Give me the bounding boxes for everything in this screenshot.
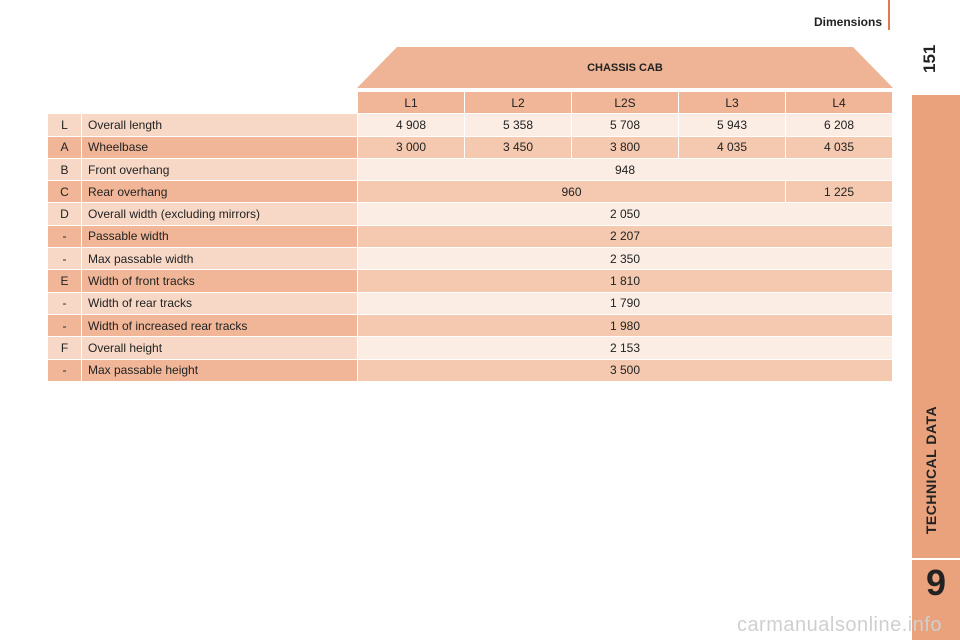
row-label: Max passable height bbox=[82, 359, 357, 381]
table-row: - Max passable height 3 500 bbox=[48, 359, 892, 381]
table-row: D Overall width (excluding mirrors) 2 050 bbox=[48, 203, 892, 225]
row-value: 2 350 bbox=[358, 248, 892, 270]
row-value: 3 450 bbox=[465, 136, 571, 158]
table-row: E Width of front tracks 1 810 bbox=[48, 270, 892, 292]
row-value: 960 bbox=[358, 181, 785, 203]
row-code: B bbox=[48, 158, 81, 181]
row-code: D bbox=[48, 203, 81, 225]
table-row: L Overall length 4 908 5 358 5 708 5 943 6 208 bbox=[48, 114, 892, 136]
row-label: Passable width bbox=[82, 225, 357, 248]
row-value: 948 bbox=[358, 158, 892, 181]
row-code: - bbox=[48, 314, 81, 337]
row-code: L bbox=[48, 114, 81, 136]
table-row: - Max passable width 2 350 bbox=[48, 248, 892, 270]
page-number: 151 bbox=[920, 44, 939, 73]
row-label: Rear overhang bbox=[82, 181, 357, 203]
row-value: 4 035 bbox=[679, 136, 785, 158]
side-tab bbox=[912, 95, 960, 640]
tab-divider bbox=[912, 558, 960, 560]
table-row: - Width of increased rear tracks 1 980 bbox=[48, 314, 892, 337]
row-value: 5 708 bbox=[572, 114, 678, 136]
row-code: - bbox=[48, 292, 81, 314]
column-header: L2 bbox=[465, 92, 571, 114]
table-row: - Passable width 2 207 bbox=[48, 225, 892, 248]
row-code: E bbox=[48, 270, 81, 292]
table-row: - Width of rear tracks 1 790 bbox=[48, 292, 892, 314]
row-label: Width of front tracks bbox=[82, 270, 357, 292]
row-label: Overall height bbox=[82, 337, 357, 359]
row-label: Front overhang bbox=[82, 158, 357, 181]
column-header: L4 bbox=[786, 92, 892, 114]
row-label: Width of rear tracks bbox=[82, 292, 357, 314]
dimensions-table: L1 L2 L2S L3 L4 L Overall length 4 908 5 358 5 70… bbox=[47, 91, 893, 382]
header-rule bbox=[888, 0, 890, 30]
row-code: - bbox=[48, 359, 81, 381]
row-value: 6 208 bbox=[786, 114, 892, 136]
column-header: L2S bbox=[572, 92, 678, 114]
column-header: L3 bbox=[679, 92, 785, 114]
row-label: Overall length bbox=[82, 114, 357, 136]
table-title: CHASSIS CAB bbox=[587, 62, 663, 74]
row-code: F bbox=[48, 337, 81, 359]
row-value: 2 153 bbox=[358, 337, 892, 359]
chapter-number: 9 bbox=[925, 562, 947, 603]
blank bbox=[48, 92, 357, 113]
row-code: C bbox=[48, 181, 81, 203]
row-value: 2 207 bbox=[358, 225, 892, 248]
row-value: 1 225 bbox=[786, 181, 892, 203]
row-value: 1 810 bbox=[358, 270, 892, 292]
row-code: A bbox=[48, 136, 81, 158]
header-title: Dimensions bbox=[813, 15, 882, 29]
row-value: 4 035 bbox=[786, 136, 892, 158]
table-row: B Front overhang 948 bbox=[48, 158, 892, 181]
row-value: 3 000 bbox=[358, 136, 464, 158]
row-value: 2 050 bbox=[358, 203, 892, 225]
row-code: - bbox=[48, 248, 81, 270]
row-value: 1 980 bbox=[358, 314, 892, 337]
table-row: F Overall height 2 153 bbox=[48, 337, 892, 359]
table-row: A Wheelbase 3 000 3 450 3 800 4 035 4 035 bbox=[48, 136, 892, 158]
row-value: 3 800 bbox=[572, 136, 678, 158]
table-row: C Rear overhang 960 1 225 bbox=[48, 181, 892, 203]
watermark: carmanualsonline.info bbox=[736, 614, 942, 636]
row-label: Overall width (excluding mirrors) bbox=[82, 203, 357, 225]
row-label: Width of increased rear tracks bbox=[82, 314, 357, 337]
table-title-box: CHASSIS CAB bbox=[357, 47, 893, 88]
row-code: - bbox=[48, 225, 81, 248]
row-label: Max passable width bbox=[82, 248, 357, 270]
section-label: TECHNICAL DATA bbox=[923, 405, 939, 535]
row-label: Wheelbase bbox=[82, 136, 357, 158]
row-value: 4 908 bbox=[358, 114, 464, 136]
row-value: 3 500 bbox=[358, 359, 892, 381]
column-header-row: L1 L2 L2S L3 L4 bbox=[48, 92, 892, 114]
row-value: 5 358 bbox=[465, 114, 571, 136]
row-value: 5 943 bbox=[679, 114, 785, 136]
title-shape bbox=[357, 47, 893, 88]
row-value: 1 790 bbox=[358, 292, 892, 314]
column-header: L1 bbox=[358, 92, 464, 114]
